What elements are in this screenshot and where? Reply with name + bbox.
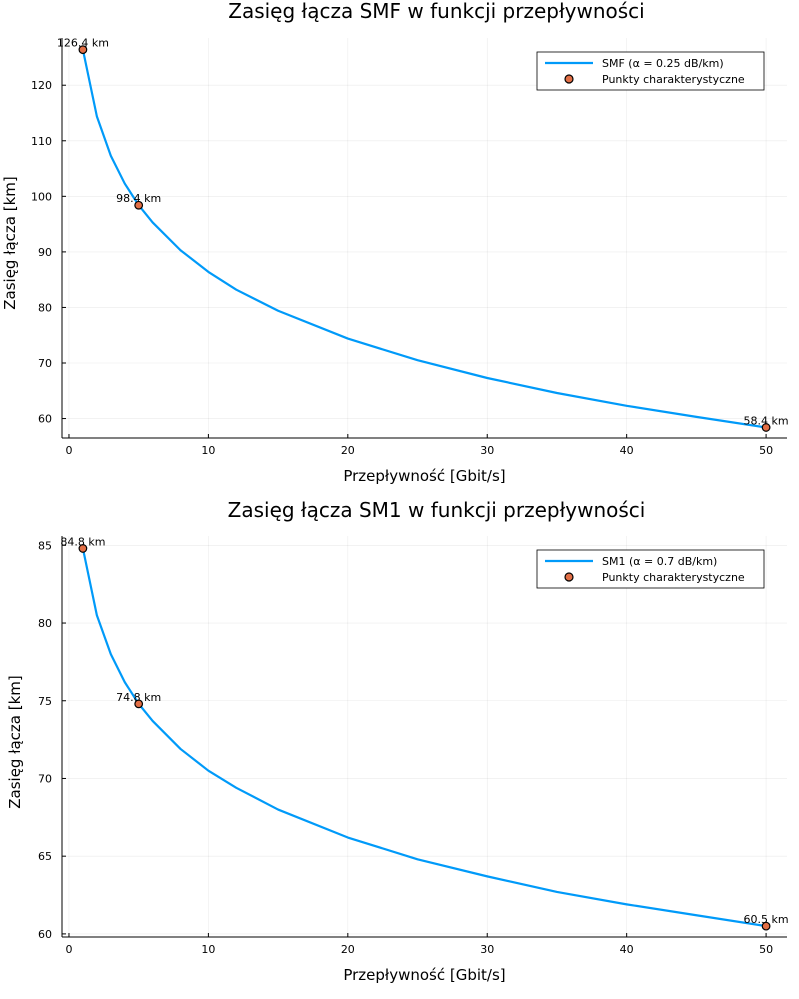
legend-entry-points: Punkty charakterystyczne (602, 571, 745, 584)
x-axis-label: Przepływność [Gbit/s] (343, 467, 505, 485)
series-line (81, 548, 767, 928)
y-tick-label: 60 (38, 928, 52, 941)
y-tick-label: 80 (38, 301, 52, 314)
x-tick-label: 50 (759, 444, 773, 457)
data-label: 58.4 km (744, 414, 789, 427)
data-label: 74.8 km (116, 691, 161, 704)
y-tick-label: 110 (31, 135, 52, 148)
x-tick-label: 30 (480, 943, 494, 956)
y-tick-label: 80 (38, 617, 52, 630)
x-tick-label: 40 (620, 943, 634, 956)
x-axis-label: Przepływność [Gbit/s] (343, 966, 505, 984)
data-point (78, 45, 88, 55)
x-tick-label: 10 (201, 444, 215, 457)
legend-entry-series: SMF (α = 0.25 dB/km) (602, 57, 724, 70)
data-label: 84.8 km (60, 535, 105, 548)
legend-marker-swatch (564, 572, 574, 582)
data-point (761, 423, 771, 432)
x-tick-label: 50 (759, 943, 773, 956)
legend: SMF (α = 0.25 dB/km) Punkty charakterysty… (536, 51, 765, 91)
legend: SM1 (α = 0.7 dB/km) Punkty charakterystyc… (536, 549, 765, 589)
y-tick-label: 85 (38, 539, 52, 552)
data-label: 126.4 km (57, 37, 109, 50)
series-line (81, 49, 767, 429)
y-tick-label: 70 (38, 357, 52, 370)
y-tick-label: 100 (31, 190, 52, 203)
chart-title: Zasięg łącza SM1 w funkcji przepływności (228, 498, 646, 522)
legend-entry-series: SM1 (α = 0.7 dB/km) (602, 555, 717, 568)
legend-marker-swatch (564, 74, 574, 84)
legend-box (536, 51, 765, 91)
data-label: 98.4 km (116, 192, 161, 205)
legend-entry-points: Punkty charakterystyczne (602, 73, 745, 86)
x-tick-label: 20 (341, 943, 355, 956)
grid (62, 38, 787, 438)
legend-box (536, 549, 765, 589)
y-tick-label: 65 (38, 850, 52, 863)
y-tick-label: 60 (38, 413, 52, 426)
x-tick-label: 40 (620, 444, 634, 457)
grid (62, 536, 787, 937)
data-point (134, 200, 144, 210)
x-tick-label: 30 (480, 444, 494, 457)
y-axis-label: Zasięg łącza [km] (6, 675, 24, 809)
x-tick-label: 20 (341, 444, 355, 457)
y-axis-label: Zasięg łącza [km] (1, 176, 19, 310)
y-tick-label: 70 (38, 772, 52, 785)
y-tick-label: 120 (31, 79, 52, 92)
data-point (78, 544, 88, 553)
y-tick-label: 75 (38, 695, 52, 708)
x-tick-label: 0 (65, 444, 72, 457)
x-tick-label: 10 (201, 943, 215, 956)
chart-2: 0 10 20 30 40 50 60 65 70 75 80 85 Zasięg łącza SM1 … (6, 498, 789, 984)
data-point (761, 921, 771, 931)
y-tick-label: 90 (38, 246, 52, 259)
chart-1: 0 10 20 30 40 50 60 70 80 90 100 110 120 Zasięg łącza… (1, 0, 789, 485)
data-label: 60.5 km (744, 913, 789, 926)
x-tick-label: 0 (65, 943, 72, 956)
data-point (134, 699, 144, 709)
chart-title: Zasięg łącza SMF w funkcji przepływności (228, 0, 644, 23)
